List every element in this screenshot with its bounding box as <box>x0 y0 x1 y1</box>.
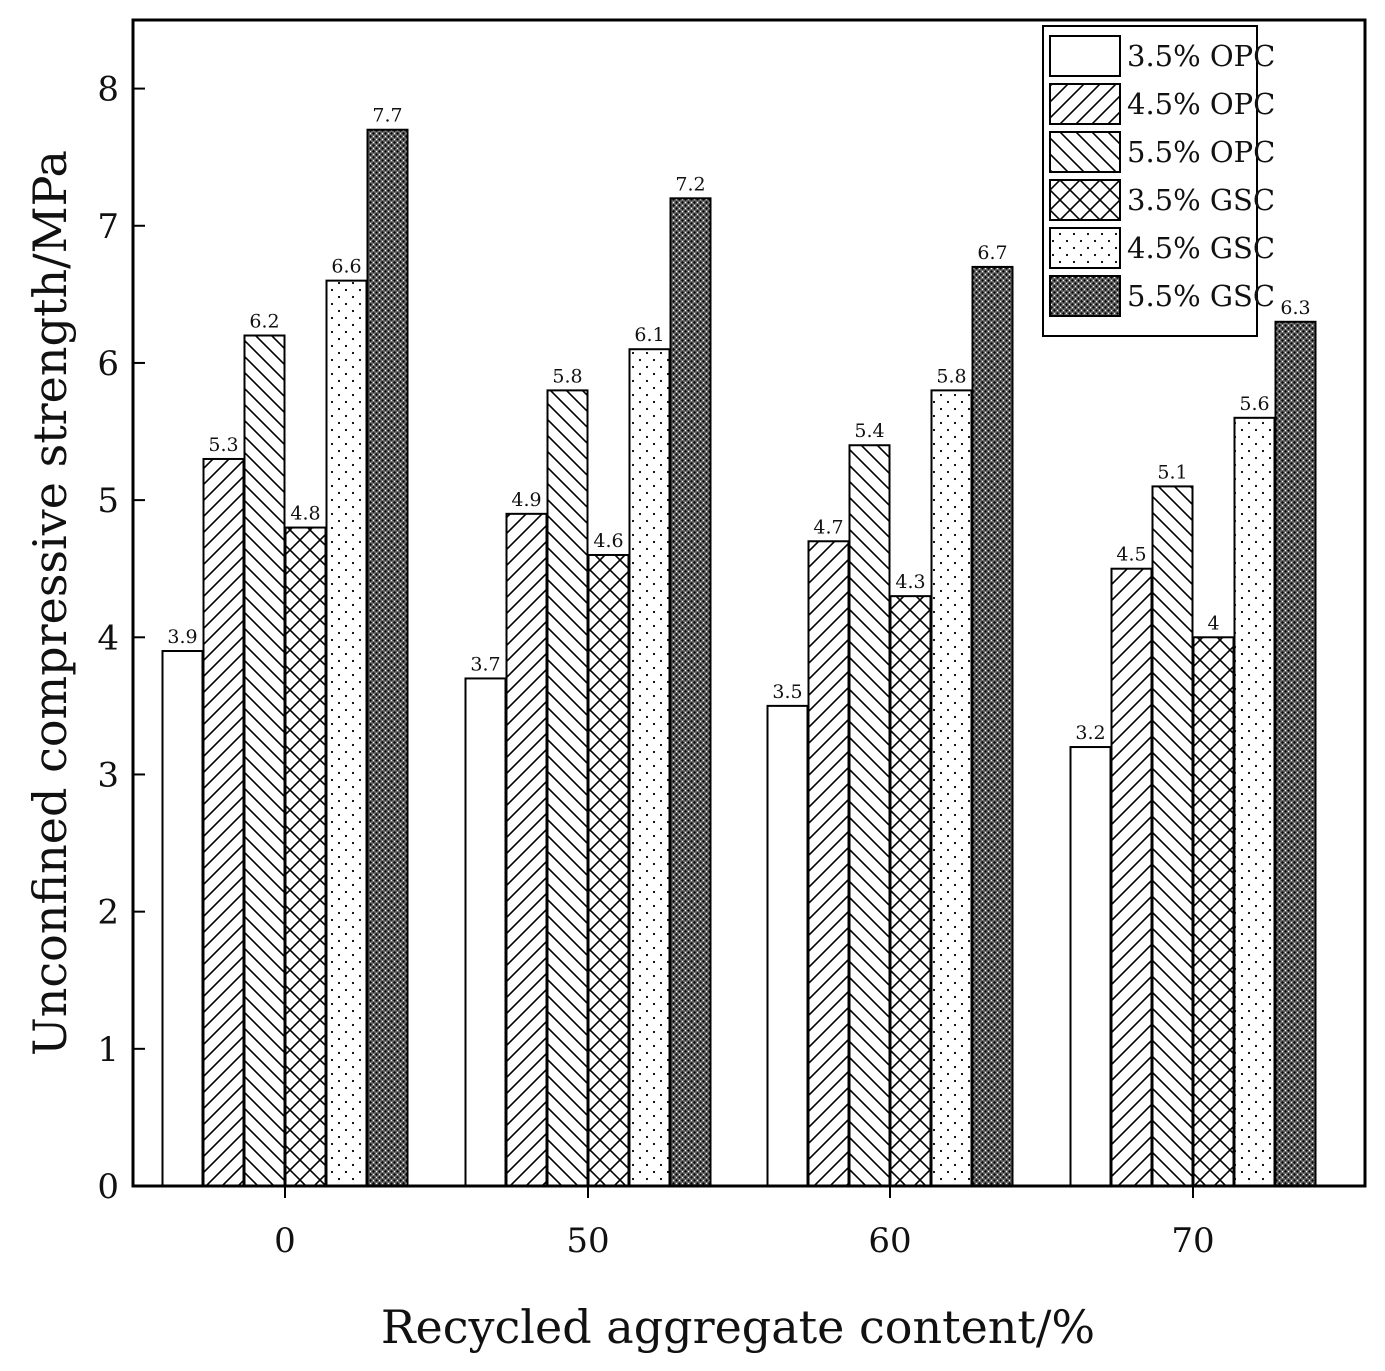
bars-layer <box>161 128 1317 1188</box>
data-label: 3.7 <box>470 653 500 675</box>
bar-3-5-opc-70 <box>1069 746 1112 1187</box>
bar-3-5-gsc-60 <box>889 595 932 1187</box>
y-tick-label: 3 <box>97 755 119 795</box>
data-label: 5.3 <box>208 434 238 456</box>
bar-5-5-gsc-60 <box>971 265 1014 1187</box>
legend-swatch <box>1049 227 1121 269</box>
data-label: 6.3 <box>1280 297 1310 319</box>
x-tick-label: 70 <box>1171 1221 1214 1261</box>
y-tick-label: 6 <box>97 344 119 384</box>
data-label: 7.2 <box>675 173 705 195</box>
data-label: 5.1 <box>1157 461 1187 483</box>
bar-3-5-gsc-70 <box>1192 636 1235 1187</box>
legend-swatch <box>1049 35 1121 77</box>
bar-4-5-opc-50 <box>505 512 548 1187</box>
data-label: 6.2 <box>249 311 279 333</box>
data-label: 3.5 <box>772 681 802 703</box>
y-axis: 0 1 2 3 4 5 6 7 8 <box>97 70 145 1207</box>
x-axis: 0 50 60 70 <box>274 1186 1215 1261</box>
data-label: 4.8 <box>290 503 320 525</box>
legend-swatch <box>1049 83 1121 125</box>
bar-4-5-gsc-60 <box>930 389 973 1187</box>
y-tick-label: 7 <box>97 207 119 247</box>
data-label: 4 <box>1207 612 1219 634</box>
legend-swatch <box>1049 131 1121 173</box>
data-label: 6.1 <box>634 324 664 346</box>
bar-4-5-gsc-50 <box>628 348 671 1188</box>
legend-label: 5.5% OPC <box>1127 135 1275 169</box>
bar-3-5-gsc-50 <box>587 553 630 1187</box>
bar-4-5-gsc-0 <box>325 279 368 1187</box>
bar-5-5-opc-60 <box>848 444 891 1187</box>
data-labels-layer: 3.9 3.7 3.5 3.2 5.3 4.9 4.7 4.5 6.2 5.8 5.4 5.1 4.8 4… <box>167 105 1310 744</box>
data-label: 3.2 <box>1075 722 1105 744</box>
legend-swatch <box>1049 179 1121 221</box>
data-label: 5.8 <box>936 365 966 387</box>
data-label: 4.6 <box>593 530 623 552</box>
y-tick-label: 5 <box>97 481 119 521</box>
y-tick-label: 2 <box>97 893 119 933</box>
x-tick-label: 60 <box>868 1221 911 1261</box>
bar-5-5-opc-0 <box>243 334 286 1188</box>
x-axis-title: Recycled aggregate content/% <box>381 1300 1095 1354</box>
data-label: 3.9 <box>167 626 197 648</box>
bar-4-5-gsc-70 <box>1233 416 1276 1187</box>
bar-3-5-opc-60 <box>766 704 809 1187</box>
data-label: 5.6 <box>1239 393 1269 415</box>
plot-frame <box>131 18 1367 1188</box>
y-tick-label: 8 <box>97 70 119 110</box>
bar-5-5-gsc-50 <box>669 197 712 1187</box>
bar-4-5-opc-70 <box>1110 567 1153 1187</box>
y-tick-label: 0 <box>97 1167 119 1207</box>
x-tick-label: 50 <box>566 1221 609 1261</box>
legend-label: 4.5% GSC <box>1127 231 1275 265</box>
bar-3-5-opc-0 <box>161 650 204 1187</box>
data-label: 6.7 <box>977 242 1007 264</box>
legend: 3.5% OPC 4.5% OPC 5.5% OPC 3.5% GSC 4.5% GSC… <box>1042 25 1275 337</box>
bar-3-5-gsc-0 <box>284 526 327 1187</box>
bar-5-5-gsc-0 <box>366 128 409 1187</box>
data-label: 4.9 <box>511 489 541 511</box>
bar-5-5-opc-70 <box>1151 485 1194 1187</box>
legend-label: 3.5% GSC <box>1127 183 1275 217</box>
bar-4-5-opc-0 <box>202 457 245 1187</box>
data-label: 4.7 <box>813 516 843 538</box>
y-axis-title: Unconfined compressive strength/MPa <box>23 150 77 1056</box>
bar-4-5-opc-60 <box>807 540 850 1187</box>
legend-label: 4.5% OPC <box>1127 87 1275 121</box>
data-label: 4.5 <box>1116 544 1146 566</box>
legend-swatch <box>1049 275 1121 317</box>
data-label: 5.4 <box>854 420 884 442</box>
bar-5-5-gsc-70 <box>1274 320 1317 1188</box>
legend-label: 3.5% OPC <box>1127 39 1275 73</box>
data-label: 6.6 <box>331 256 361 278</box>
legend-label: 5.5% GSC <box>1127 279 1275 313</box>
bar-3-5-opc-50 <box>464 677 507 1188</box>
y-tick-label: 1 <box>97 1030 119 1070</box>
bar-5-5-opc-50 <box>546 389 589 1187</box>
data-label: 5.8 <box>552 365 582 387</box>
data-label: 4.3 <box>895 571 925 593</box>
x-tick-label: 0 <box>274 1221 296 1261</box>
y-tick-label: 4 <box>97 618 119 658</box>
data-label: 7.7 <box>372 105 402 127</box>
